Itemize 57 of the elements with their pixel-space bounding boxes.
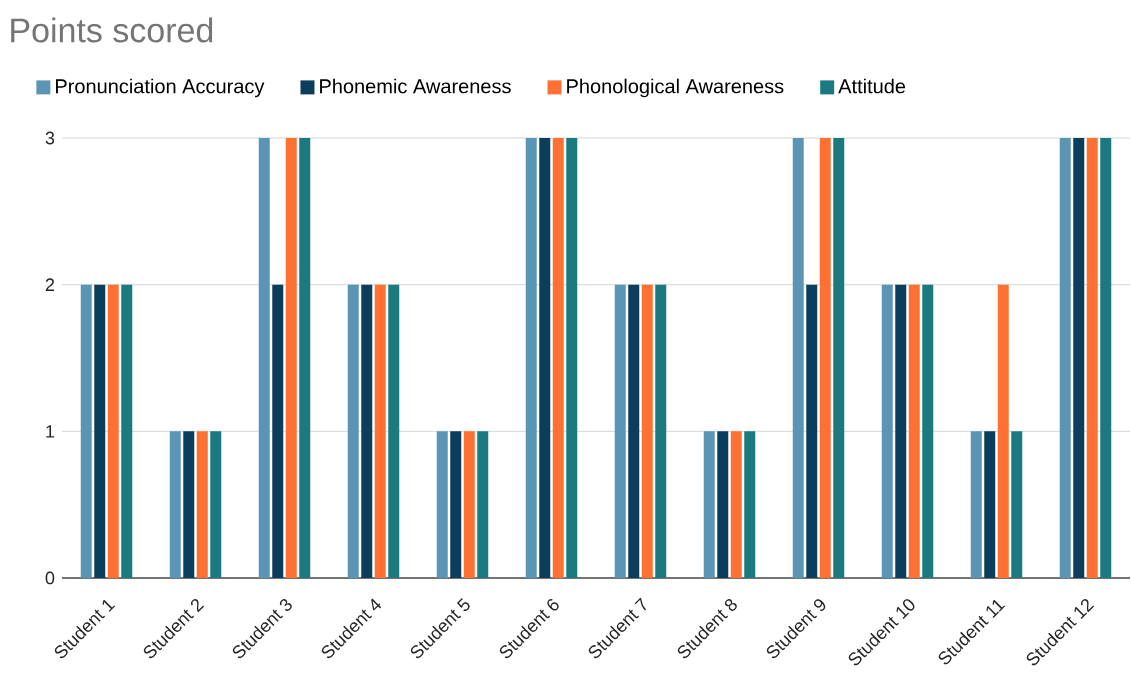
bar (792, 138, 804, 578)
bar (463, 431, 475, 578)
bar (984, 431, 996, 578)
legend-label: Attitude (838, 78, 906, 94)
bar (628, 284, 640, 578)
bar (196, 431, 208, 578)
bar (1100, 138, 1112, 578)
bar (285, 138, 297, 578)
bar (881, 284, 893, 578)
bar (614, 284, 626, 578)
bar (655, 284, 667, 578)
bar (450, 431, 462, 578)
bar (169, 431, 181, 578)
bar (806, 284, 818, 578)
bar (730, 431, 742, 578)
y-tick-label: 2 (45, 278, 55, 291)
bar (258, 138, 270, 578)
bar (1086, 138, 1098, 578)
bar (641, 284, 653, 578)
bar (121, 284, 133, 578)
bar (272, 284, 284, 578)
bar (1011, 431, 1023, 578)
bar (374, 284, 386, 578)
y-tick-label: 0 (45, 571, 55, 585)
bar (552, 138, 564, 578)
bar (477, 431, 489, 578)
bar (210, 431, 222, 578)
bar (299, 138, 311, 578)
bar (922, 284, 934, 578)
legend-label: Phonological Awareness (567, 78, 784, 98)
bar (94, 284, 106, 578)
bar (703, 431, 715, 578)
bar (1073, 138, 1085, 578)
bar (183, 431, 195, 578)
bar (525, 138, 537, 578)
bar (819, 138, 831, 578)
bar (388, 284, 400, 578)
bar (361, 284, 373, 578)
bar (566, 138, 578, 578)
bar (347, 284, 359, 578)
bar (744, 431, 756, 578)
bar (970, 431, 982, 578)
y-tick-label: 1 (46, 425, 55, 438)
bar (107, 284, 119, 578)
bar (1059, 138, 1071, 578)
legend-label: Pronunciation Accuracy (56, 78, 265, 98)
bar (80, 284, 92, 578)
bar (833, 138, 845, 578)
bar (908, 284, 920, 578)
bar (895, 284, 907, 578)
bar (539, 138, 551, 578)
chart-title: Points scored (11, 17, 213, 43)
bar (436, 431, 448, 578)
bar (717, 431, 729, 578)
y-tick-label: 3 (45, 131, 55, 145)
legend-label: Phonemic Awareness (320, 78, 511, 94)
bar (997, 284, 1009, 578)
